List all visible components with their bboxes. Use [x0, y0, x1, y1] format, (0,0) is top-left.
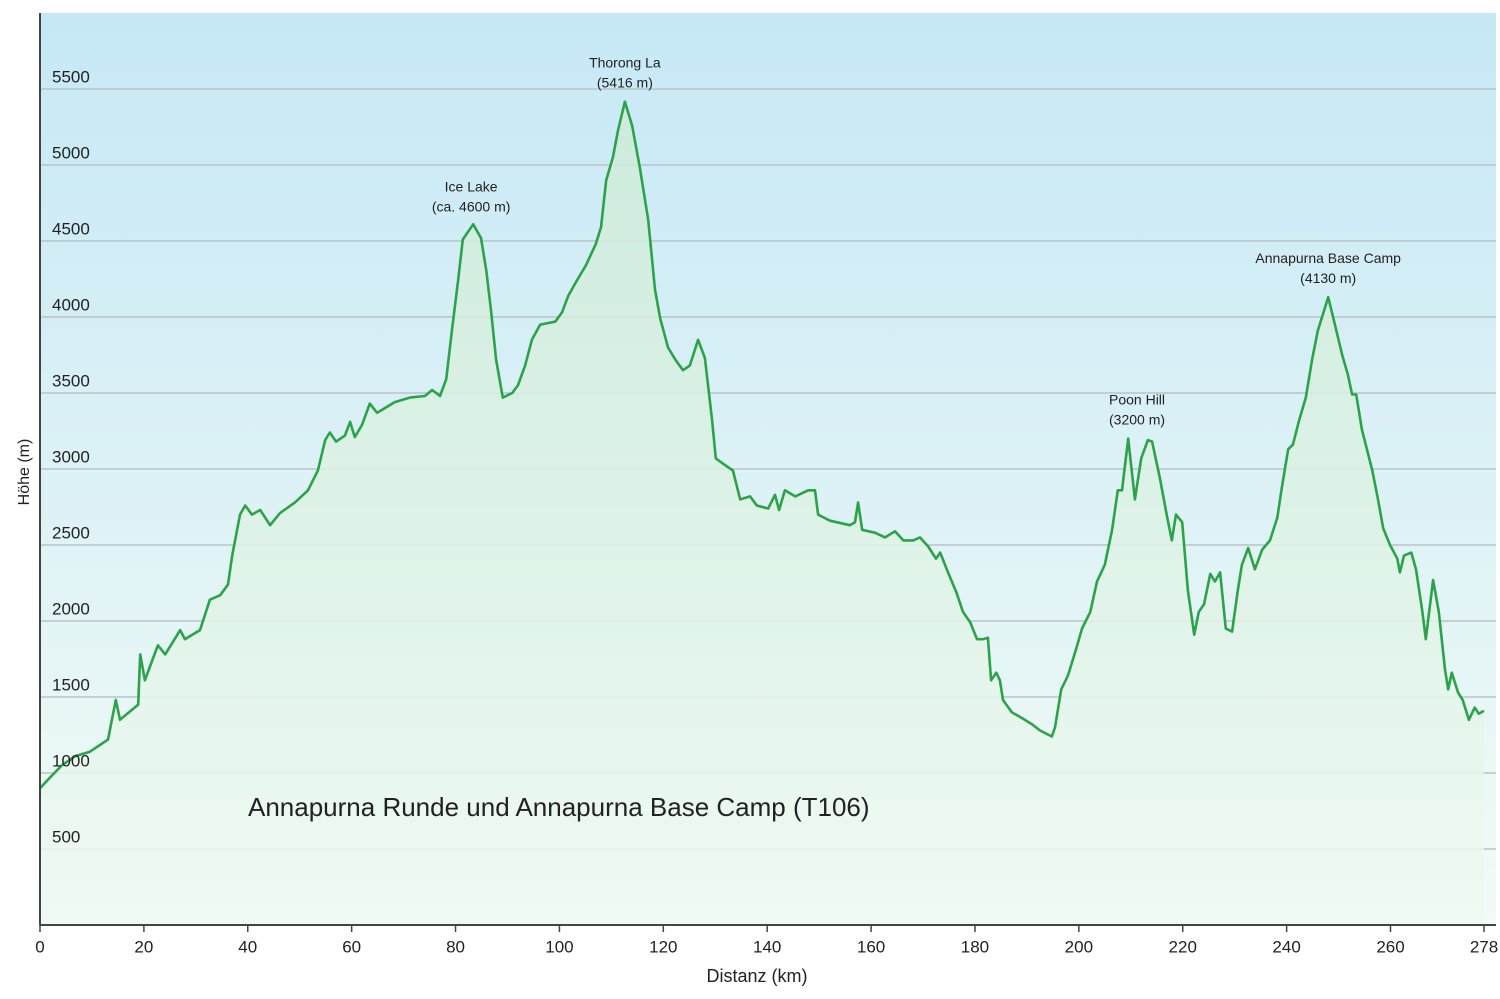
- y-tick-label: 3000: [52, 447, 90, 466]
- x-tick-label: 180: [961, 937, 989, 956]
- x-tick-label: 160: [857, 937, 885, 956]
- x-tick-label: 240: [1272, 937, 1300, 956]
- y-tick-label: 3500: [52, 371, 90, 390]
- y-tick-label: 5500: [52, 67, 90, 86]
- annotation-sublabel: (ca. 4600 m): [432, 199, 511, 215]
- x-tick-label: 100: [545, 937, 573, 956]
- x-tick-label: 40: [238, 937, 257, 956]
- x-tick-label: 20: [134, 937, 153, 956]
- elevation-line: [39, 100, 1485, 790]
- y-tick-label: 4000: [52, 295, 90, 314]
- y-tick-label: 1000: [52, 751, 90, 770]
- chart-title: Annapurna Runde und Annapurna Base Camp …: [248, 792, 870, 822]
- x-tick-label: 260: [1376, 937, 1404, 956]
- annotation-label: Thorong La: [589, 54, 661, 70]
- y-tick-label: 2000: [52, 599, 90, 618]
- y-tick-label: 4500: [52, 219, 90, 238]
- x-tick-label: 278: [1470, 937, 1498, 956]
- x-tick-label: 80: [446, 937, 465, 956]
- annotation-label: Annapurna Base Camp: [1255, 250, 1401, 266]
- x-tick-label: 220: [1169, 937, 1197, 956]
- x-tick-label: 0: [35, 937, 44, 956]
- annotation-sublabel: (4130 m): [1300, 270, 1356, 286]
- x-tick-label: 200: [1065, 937, 1093, 956]
- y-tick-label: 5000: [52, 143, 90, 162]
- x-tick-label: 140: [753, 937, 781, 956]
- x-tick-label: 60: [342, 937, 361, 956]
- annotation-sublabel: (3200 m): [1109, 411, 1165, 427]
- annotation-label: Poon Hill: [1109, 391, 1165, 407]
- y-axis-label: Höhe (m): [16, 439, 33, 506]
- elevation-area: [40, 101, 1484, 926]
- y-tick-label: 2500: [52, 523, 90, 542]
- annotation-sublabel: (5416 m): [597, 74, 653, 90]
- x-axis-label: Distanz (km): [706, 966, 807, 986]
- annotation-label: Ice Lake: [445, 179, 498, 195]
- x-tick-label: 120: [649, 937, 677, 956]
- y-tick-label: 1500: [52, 675, 90, 694]
- y-tick-label: 500: [52, 827, 80, 846]
